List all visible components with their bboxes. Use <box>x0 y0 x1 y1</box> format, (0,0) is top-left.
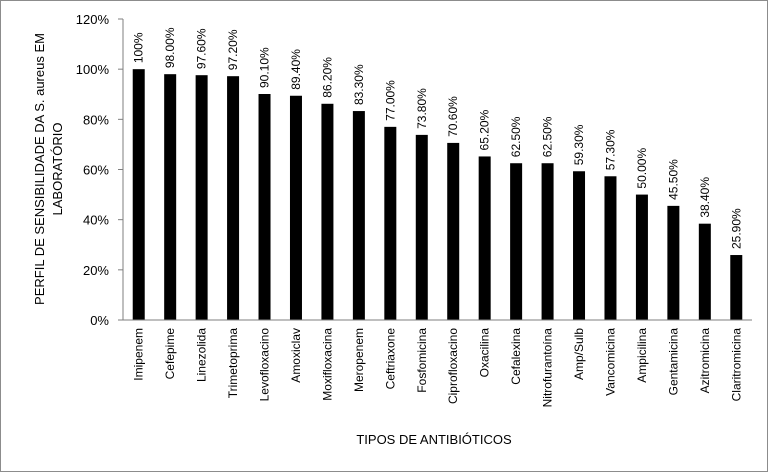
bar <box>321 103 334 320</box>
bar <box>478 156 491 320</box>
data-label: 59.30% <box>572 124 586 165</box>
y-axis-title-line-2: LABORATÓRIO <box>50 123 65 216</box>
data-label: 90.10% <box>258 47 272 88</box>
bars <box>132 69 743 321</box>
category-label: Gentamicina <box>666 328 680 396</box>
category-label: Meropenem <box>352 328 366 392</box>
data-label: 100% <box>132 32 146 63</box>
bar <box>573 171 586 320</box>
data-label: 65.20% <box>478 109 492 150</box>
data-label: 77.00% <box>383 80 397 121</box>
category-label: Moxifloxacina <box>320 328 334 401</box>
bar <box>132 69 145 321</box>
category-label: Levofloxacino <box>258 328 272 402</box>
category-label: Ceftriaxone <box>383 328 397 390</box>
category-label: Claritromicina <box>729 328 743 402</box>
bar <box>667 205 680 320</box>
bar <box>604 176 617 320</box>
category-label: Oxacilina <box>478 328 492 378</box>
x-axis-title: TIPOS DE ANTIBIÓTICOS <box>356 432 512 447</box>
category-label: Fosfomicina <box>415 328 429 393</box>
category-label: Cefepime <box>163 328 177 380</box>
bar <box>195 75 208 320</box>
category-label: Linezolida <box>195 328 209 382</box>
data-label: 98.00% <box>163 27 177 68</box>
y-tick-label: 100% <box>76 62 110 77</box>
y-tick-label: 80% <box>83 112 109 127</box>
category-label: Ciprofloxacino <box>446 328 460 404</box>
data-label: 70.60% <box>446 96 460 137</box>
bar <box>510 163 523 320</box>
y-tick-label: 40% <box>83 213 109 228</box>
data-label: 50.00% <box>635 148 649 189</box>
y-tick-label: 120% <box>76 12 110 27</box>
data-label: 57.30% <box>603 129 617 170</box>
bar <box>258 93 271 320</box>
data-label: 62.50% <box>509 116 523 157</box>
bar <box>635 194 648 320</box>
y-tick-label: 20% <box>83 263 109 278</box>
data-label: 83.30% <box>352 64 366 105</box>
bar <box>227 76 240 320</box>
data-label: 89.40% <box>289 49 303 90</box>
category-label: Nitrofurantoína <box>541 328 555 408</box>
bar <box>384 126 397 320</box>
data-labels: 100% 98.00% 97.60% 97.20% 90.10% 89.40% 86.20%… <box>132 27 744 249</box>
bar <box>730 255 743 320</box>
bar <box>289 95 302 320</box>
category-label: Ampicilina <box>635 328 649 383</box>
data-label: 38.40% <box>698 177 712 218</box>
bar <box>447 142 460 320</box>
category-label: Trimetoprima <box>226 328 240 399</box>
data-label: 97.20% <box>226 29 240 70</box>
bar <box>541 163 554 320</box>
y-axis-title-line-1: PERFIL DE SENSIBILIDADE DA S. aureus EM <box>32 33 47 305</box>
category-label: Cefalexina <box>509 328 523 385</box>
data-label: 62.50% <box>541 116 555 157</box>
category-label: Azitromicina <box>698 328 712 394</box>
y-tick-label: 0% <box>90 313 109 328</box>
bar <box>164 74 177 320</box>
y-tick-label: 60% <box>83 163 109 178</box>
category-label: Amoxiclav <box>289 328 303 383</box>
bar <box>352 111 365 320</box>
data-label: 97.60% <box>195 28 209 69</box>
data-label: 25.90% <box>729 208 743 249</box>
x-axis: Imipenem Cefepime Linezolida Trimetoprima Le… <box>123 319 752 408</box>
bar <box>698 223 711 320</box>
data-label: 73.80% <box>415 88 429 129</box>
y-axis: 0% 20% 40% 60% 80% 100% 120% <box>76 12 124 328</box>
category-label: Amp/Sulb <box>572 328 586 380</box>
data-label: 45.50% <box>666 159 680 200</box>
category-label: Vancomicina <box>603 328 617 396</box>
data-label: 86.20% <box>320 57 334 98</box>
bar <box>415 134 428 320</box>
category-label: Imipenem <box>132 328 146 381</box>
